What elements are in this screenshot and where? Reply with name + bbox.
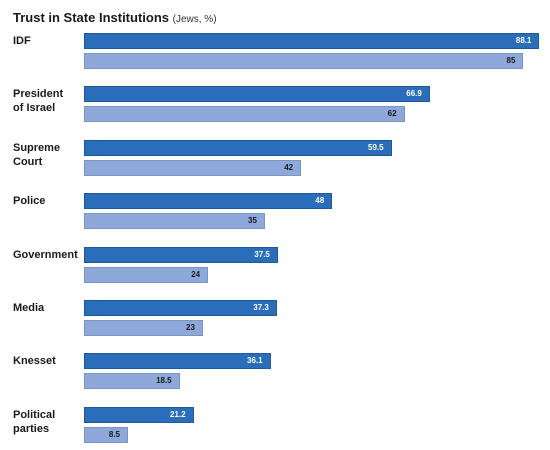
category-label-political-parties: Political parties [13,408,83,436]
category-label-idf: IDF [13,34,83,48]
data-label: 23 [186,323,195,332]
bar-idf-series-1: 88.1 [84,33,540,49]
data-label: 48 [315,196,325,206]
bar-government-series-1: 37.5 [84,246,278,263]
data-label: 88.1 [515,36,532,45]
bar-president-of-israel-series-1: 66.9 [84,86,430,103]
bar-supreme-court-series-2: 42 [84,159,302,176]
bar-supreme-court-series-1: 59.5 [84,139,392,156]
category-label-line: President [13,88,64,101]
bar-government-series-2: 24 [84,266,209,283]
bar-police-series-1: 48 [84,193,333,210]
category-label-line: Supreme [13,141,61,154]
data-label: 37.3 [253,303,269,312]
chart-subtitle: (Jews, %) [172,14,217,25]
chart-title-text: Trust in State Institutions [13,10,170,25]
chart-title: Trust in State Institutions (Jews, %) [13,9,217,29]
category-label-line: Court [13,155,43,168]
category-label-knesset: Knesset [13,354,83,368]
data-label: 59.5 [368,142,384,152]
data-label: 21.2 [170,409,186,419]
category-label-media: Media [13,301,83,315]
bar-president-of-israel-series-2: 62 [84,106,405,123]
data-label: 24 [191,269,201,279]
category-label-line: Political [13,408,56,421]
data-label: 62 [387,109,397,119]
bar-police-series-2: 35 [84,213,265,230]
category-label-line: Government [13,248,78,261]
category-label-president-of-israel: President of Israel [13,87,83,115]
bar-knesset-series-1: 36.1 [84,353,271,370]
category-label-line: parties [13,422,50,435]
data-label: 8.5 [108,429,120,439]
category-label-line: Knesset [13,355,56,368]
category-label-police: Police [13,194,83,208]
bar-idf-series-2: 85 [84,53,524,69]
bar-political-parties-series-1: 21.2 [84,406,194,423]
bar-knesset-series-2: 18.5 [84,373,180,390]
category-label-line: Media [13,302,45,314]
category-label-line: Police [13,195,46,208]
data-label: 18.5 [156,376,172,386]
category-label-supreme-court: Supreme Court [13,141,83,169]
category-label-line: of Israel [13,102,56,115]
bar-political-parties-series-2: 8.5 [84,426,128,443]
data-label: 35 [248,216,257,226]
data-label: 85 [506,56,516,65]
bar-media-series-2: 23 [84,320,203,336]
bar-media-series-1: 37.3 [84,300,277,316]
data-label: 36.1 [247,356,263,366]
category-label-government: Government [13,248,83,262]
data-label: 37.5 [254,249,270,259]
category-label-line: IDF [13,35,31,47]
data-label: 66.9 [406,89,422,99]
data-label: 42 [284,162,294,172]
